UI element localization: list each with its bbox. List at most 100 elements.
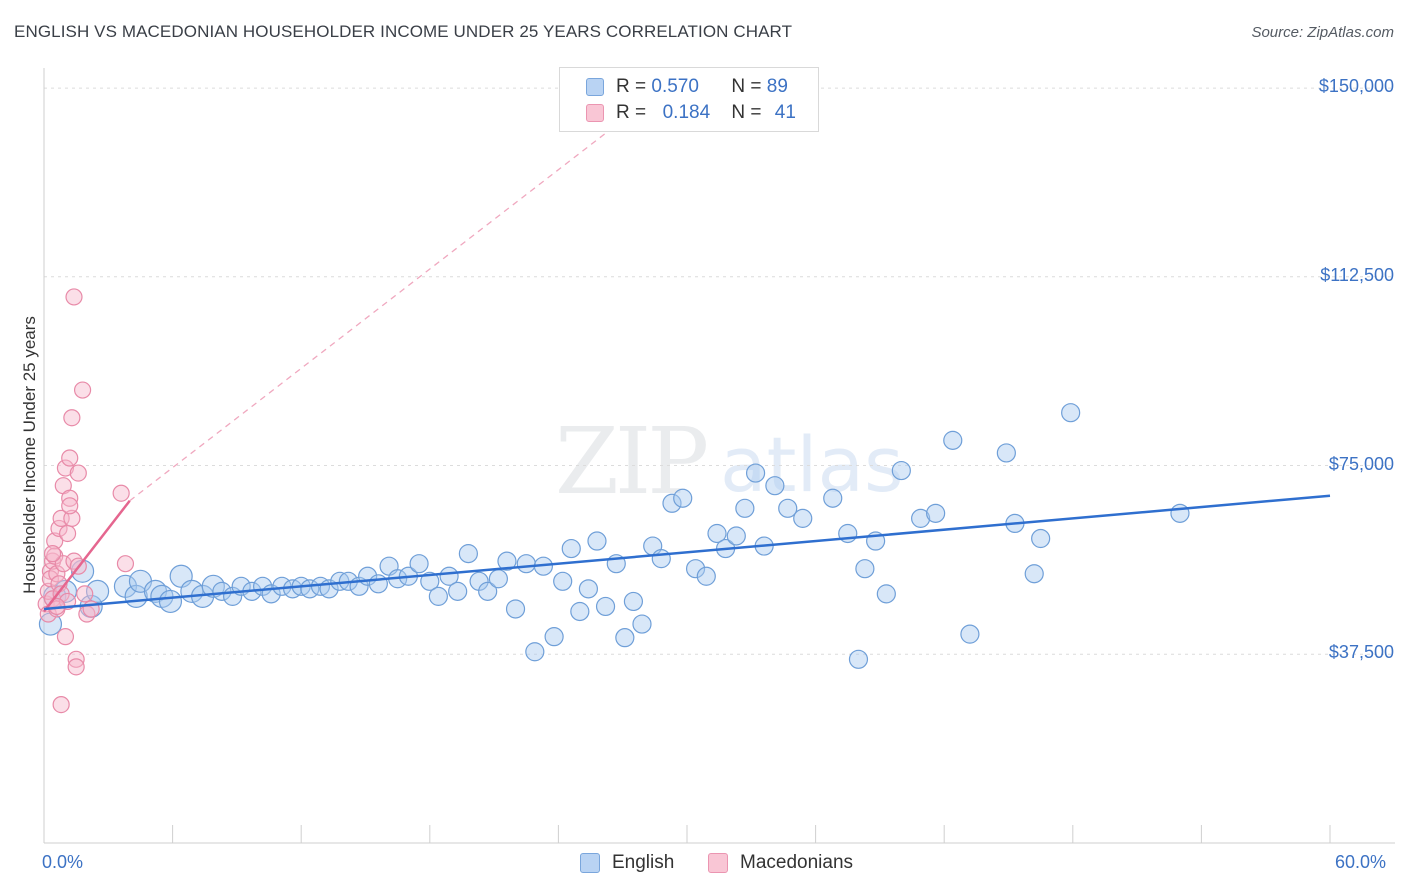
- english-point-53: [570, 601, 590, 622]
- english-point-89: [1024, 564, 1044, 584]
- english-point-36: [409, 554, 429, 574]
- macedonians-point-29: [69, 464, 87, 482]
- english-point-62: [651, 549, 671, 569]
- source-label: Source: ZipAtlas.com: [1251, 24, 1394, 41]
- macedonians-point-28: [67, 658, 85, 676]
- english-points: [38, 403, 1190, 669]
- x-tick-label-max: 60.0%: [1335, 852, 1387, 872]
- macedonians-point-9: [48, 565, 66, 583]
- english-n-value: 89: [766, 76, 788, 97]
- macedonians-point-25: [65, 288, 83, 306]
- english-point-52: [561, 538, 581, 559]
- correlation-legend: R = 0.570 N = 89 R = 0.184 N = 41: [559, 67, 819, 132]
- legend-row-english: R = 0.570 N = 89: [586, 75, 788, 99]
- legend-item-macedonians[interactable]: Macedonians: [708, 852, 853, 874]
- macedonians-point-37: [52, 695, 70, 714]
- macedonians-point-21: [61, 449, 79, 467]
- english-point-56: [595, 596, 616, 617]
- english-point-59: [623, 591, 644, 612]
- macedonians-n-label: N =: [731, 102, 762, 123]
- english-point-79: [855, 559, 875, 579]
- english-point-48: [525, 642, 545, 662]
- macedonians-point-40: [43, 545, 62, 563]
- english-point-75: [793, 508, 813, 528]
- english-point-74: [778, 498, 798, 518]
- english-point-85: [943, 430, 963, 450]
- english-point-71: [745, 463, 766, 483]
- english-point-50: [544, 627, 564, 647]
- axes: [43, 68, 1395, 844]
- english-point-70: [735, 498, 755, 518]
- english-point-15: [201, 574, 225, 598]
- macedonians-point-24: [63, 509, 81, 527]
- macedonians-legend-label: Macedonians: [740, 852, 854, 873]
- macedonians-point-32: [76, 585, 94, 603]
- english-swatch: [586, 78, 604, 96]
- legend-row-macedonians: R = 0.184 N = 41: [586, 101, 796, 125]
- english-point-58: [615, 628, 635, 648]
- english-point-67: [707, 523, 727, 544]
- english-point-82: [891, 460, 911, 481]
- english-point-41: [458, 544, 478, 564]
- macedonians-trend-extension: [129, 127, 613, 502]
- y-tick-label-2: $112,500: [1320, 264, 1394, 285]
- macedonians-point-39: [61, 497, 79, 515]
- macedonians-trend-line: [43, 499, 131, 613]
- english-point-63: [662, 493, 682, 513]
- macedonians-point-18: [56, 628, 75, 646]
- english-point-32: [368, 574, 388, 594]
- english-legend-label: English: [612, 852, 675, 873]
- english-point-81: [876, 584, 896, 604]
- english-point-66: [696, 566, 716, 586]
- english-point-38: [428, 586, 448, 606]
- english-point-54: [578, 579, 599, 599]
- series-legend: English Macedonians: [0, 852, 1406, 876]
- english-point-45: [497, 551, 517, 571]
- english-point-86: [960, 624, 980, 644]
- grid-lines: [44, 87, 1395, 655]
- english-point-78: [848, 649, 869, 669]
- english-point-91: [1061, 403, 1081, 423]
- english-point-84: [926, 503, 946, 523]
- english-point-69: [726, 526, 746, 546]
- english-point-37: [420, 571, 440, 591]
- macedonians-points: [37, 288, 135, 714]
- english-point-46: [505, 599, 526, 619]
- english-point-44: [488, 569, 508, 589]
- macedonians-point-35: [112, 484, 130, 502]
- english-point-51: [553, 571, 573, 591]
- english-n-label: N =: [731, 76, 762, 97]
- english-r-label: R =: [616, 76, 647, 97]
- y-tick-label-3: $150,000: [1318, 76, 1394, 97]
- macedonians-point-17: [56, 459, 75, 477]
- y-tick-label-1: $75,000: [1328, 453, 1394, 474]
- watermark-zip: ZIP: [555, 408, 709, 515]
- english-point-76: [823, 488, 843, 508]
- legend-item-english[interactable]: English: [580, 852, 674, 874]
- english-point-55: [587, 531, 607, 551]
- english-r-value: 0.570: [651, 76, 699, 97]
- chart-title: ENGLISH VS MACEDONIAN HOUSEHOLDER INCOME…: [14, 22, 793, 41]
- macedonians-point-31: [73, 381, 92, 399]
- english-point-64: [673, 488, 693, 508]
- x-tick-label-min: 0.0%: [42, 852, 84, 872]
- macedonians-point-11: [50, 519, 68, 538]
- macedonians-n-value: 41: [774, 102, 796, 123]
- macedonians-legend-swatch: [708, 853, 728, 873]
- english-point-90: [1031, 528, 1051, 549]
- english-point-60: [632, 614, 652, 634]
- macedonians-r-label: R =: [616, 102, 647, 123]
- english-legend-swatch: [580, 853, 600, 873]
- macedonians-point-36: [116, 555, 135, 573]
- english-point-87: [996, 443, 1016, 463]
- macedonians-point-19: [58, 524, 77, 543]
- y-tick-label-0: $37,500: [1328, 642, 1394, 663]
- english-point-11: [158, 589, 183, 614]
- english-point-92: [1170, 503, 1190, 523]
- english-point-65: [685, 559, 706, 579]
- english-point-43: [478, 581, 498, 601]
- english-point-73: [765, 476, 785, 496]
- trend-lines: [43, 127, 1331, 613]
- macedonians-point-23: [63, 409, 81, 427]
